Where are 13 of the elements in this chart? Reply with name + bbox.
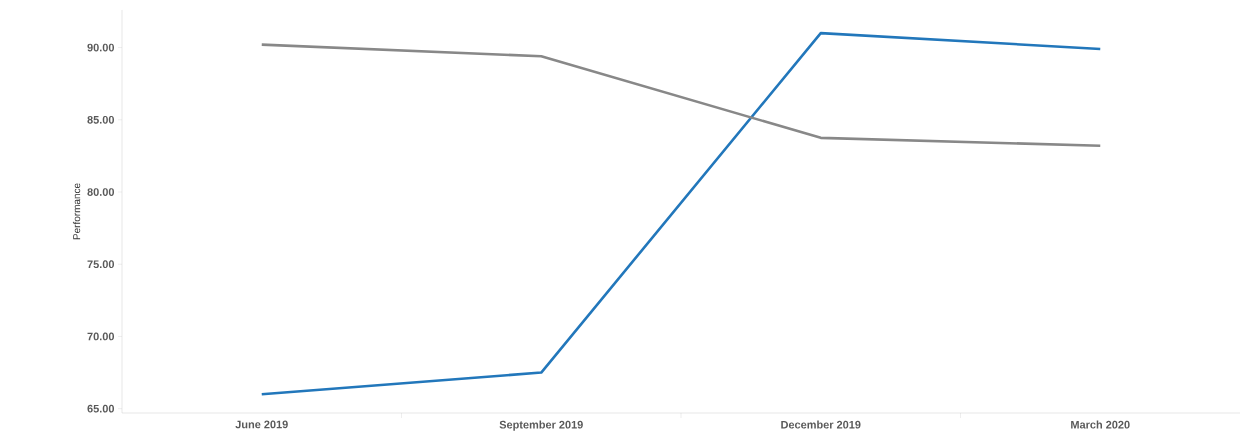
y-tick-label: 80.00: [87, 188, 115, 196]
x-tick-label: September 2019: [499, 420, 583, 431]
x-tick-label: March 2020: [1071, 420, 1130, 429]
y-tick-label: 85.00: [87, 115, 115, 124]
y-tick-label: 65.00: [87, 404, 115, 413]
x-tick-label: June 2019: [235, 420, 288, 429]
x-tick-label: December 2019: [781, 420, 861, 429]
y-tick-label: 90.00: [87, 43, 115, 52]
y-tick-label: 70.00: [87, 332, 115, 341]
line-series: [260, 31, 1102, 396]
y-axis-title: Performance: [72, 183, 81, 240]
line-series: [260, 43, 1102, 148]
y-tick-label: 75.00: [87, 260, 115, 269]
